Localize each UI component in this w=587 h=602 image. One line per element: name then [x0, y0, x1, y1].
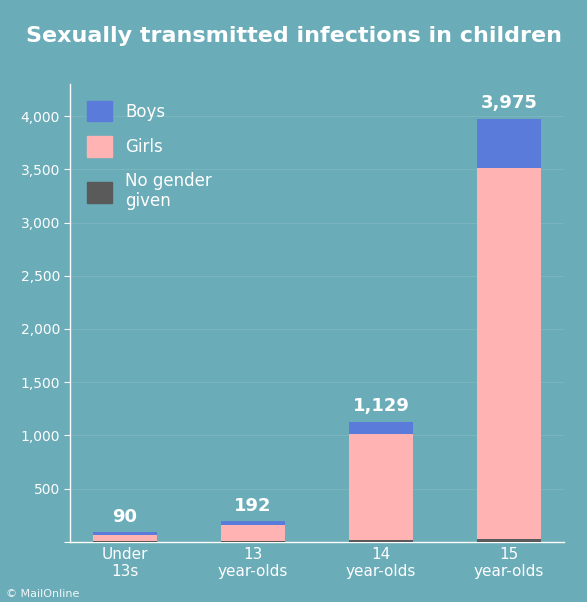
Text: 1,129: 1,129	[353, 397, 410, 415]
Bar	[221, 524, 285, 541]
Text: © MailOnline: © MailOnline	[6, 589, 79, 599]
Text: 3,975: 3,975	[481, 95, 538, 113]
Text: Sexually transmitted infections in children: Sexually transmitted infections in child…	[25, 26, 562, 46]
Bar	[477, 539, 541, 542]
Bar	[477, 119, 541, 168]
Bar	[93, 535, 157, 541]
Text: 90: 90	[112, 508, 137, 526]
Bar	[477, 168, 541, 539]
Bar	[93, 532, 157, 535]
Bar	[349, 421, 413, 435]
Bar	[221, 541, 285, 542]
Bar	[221, 521, 285, 524]
Bar	[93, 541, 157, 542]
Text: 192: 192	[234, 497, 272, 515]
Legend: Boys, Girls, No gender
given: Boys, Girls, No gender given	[79, 93, 221, 219]
Bar	[349, 540, 413, 542]
Bar	[349, 435, 413, 540]
